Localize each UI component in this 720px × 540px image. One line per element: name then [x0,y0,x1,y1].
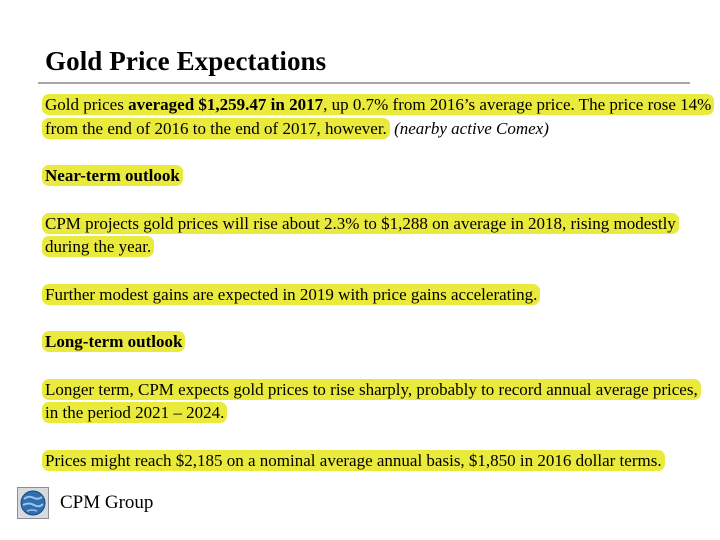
paragraph-text: Longer term, CPM expects gold prices to … [42,378,701,423]
paragraph-price-targets: Prices might reach $2,185 on a nominal a… [42,449,714,473]
long-term-heading: Long-term outlook [42,331,186,352]
paragraph-text: Gold prices [45,95,129,114]
bold-average-price: averaged $1,259.47 in 2017 [128,95,324,114]
title-divider [38,82,690,84]
paragraph-text: CPM projects gold prices will rise about… [42,212,679,257]
paragraph-text: , up 0.7% from 2016’s average price. The… [45,95,712,138]
near-term-heading: Near-term outlook [42,165,183,186]
paragraph-2019-outlook: Further modest gains are expected in 201… [42,283,714,307]
company-name: CPM Group [60,492,154,513]
highlight: Gold prices averaged $1,259.47 in 2017, … [42,94,715,139]
slide-body: Gold prices averaged $1,259.47 in 2017, … [42,93,715,473]
page-title: Gold Price Expectations [45,46,327,76]
heading-near-term: Near-term outlook [42,164,714,188]
paragraph-record-prices: Longer term, CPM expects gold prices to … [42,378,714,425]
globe-logo-icon [17,487,49,519]
company-logo: CPM Group [17,487,153,519]
paragraph-2018-projection: CPM projects gold prices will rise about… [42,212,714,259]
paragraph-text: Prices might reach $2,185 on a nominal a… [42,449,665,471]
paragraph-gold-2017: Gold prices averaged $1,259.47 in 2017, … [42,93,715,140]
heading-long-term: Long-term outlook [42,330,714,354]
source-note: (nearby active Comex) [389,118,549,138]
paragraph-text: Further modest gains are expected in 201… [42,283,541,305]
